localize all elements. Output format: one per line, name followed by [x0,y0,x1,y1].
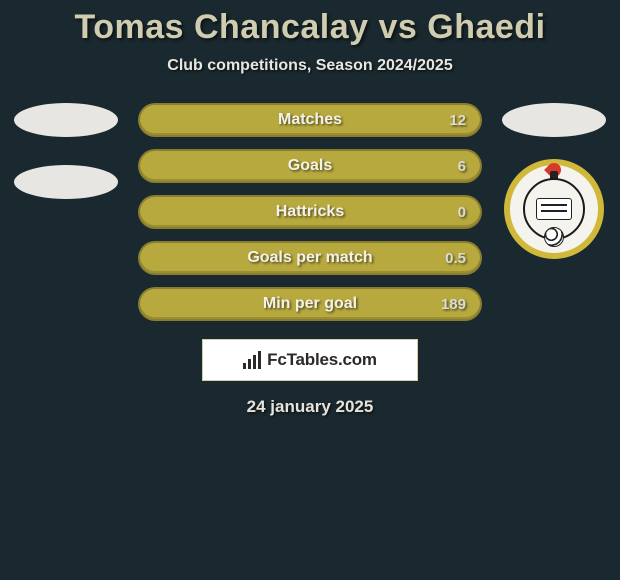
stat-value: 12 [449,112,466,129]
player-photo-placeholder [14,103,118,137]
fctables-link[interactable]: FcTables.com [202,339,418,381]
stat-bar-min-per-goal: Min per goal 189 [138,287,482,321]
stat-label: Min per goal [140,295,480,313]
stat-value: 0.5 [445,250,466,267]
stat-label: Hattricks [140,203,480,221]
stat-label: Goals [140,157,480,175]
right-player-col [500,103,608,259]
club-badge-icon [504,159,604,259]
main-row: Matches 12 Goals 6 Hattricks 0 Goals per… [0,103,620,321]
stat-value: 0 [458,204,466,221]
stat-bar-hattricks: Hattricks 0 [138,195,482,229]
stat-value: 189 [441,296,466,313]
left-player-col [12,103,120,199]
stats-column: Matches 12 Goals 6 Hattricks 0 Goals per… [138,103,482,321]
stat-bar-goals: Goals 6 [138,149,482,183]
player-photo-placeholder [502,103,606,137]
club-logo-placeholder [14,165,118,199]
page-subtitle: Club competitions, Season 2024/2025 [167,57,452,75]
stat-label: Matches [140,111,480,129]
comparison-card: Tomas Chancalay vs Ghaedi Club competiti… [0,0,620,417]
stat-label: Goals per match [140,249,480,267]
ball-icon [544,227,564,247]
book-icon [536,198,572,220]
stat-bar-matches: Matches 12 [138,103,482,137]
date-label: 24 january 2025 [247,397,374,417]
page-title: Tomas Chancalay vs Ghaedi [74,8,545,47]
stat-bar-goals-per-match: Goals per match 0.5 [138,241,482,275]
bar-chart-icon [243,351,261,369]
stat-value: 6 [458,158,466,175]
brand-text: FcTables.com [267,350,377,370]
